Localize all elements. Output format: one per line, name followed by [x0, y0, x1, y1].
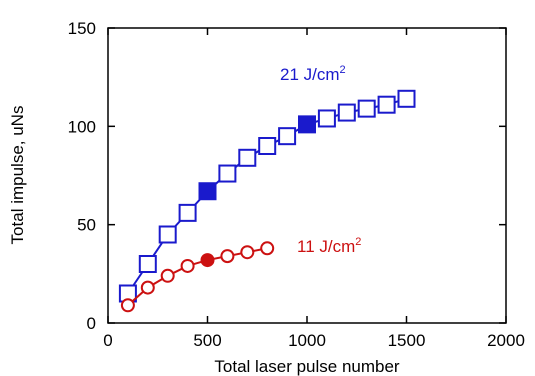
y-tick-label: 0 [87, 314, 96, 333]
series-label-11: 11 J/cm2 [297, 236, 361, 256]
series-layer [118, 89, 416, 313]
data-point [317, 109, 336, 128]
x-axis-title: Total laser pulse number [214, 357, 400, 376]
data-point [160, 268, 175, 283]
data-point [178, 203, 197, 222]
y-axis-title: Total impulse, uNs [8, 106, 27, 245]
data-point [158, 225, 177, 244]
data-point [397, 89, 416, 108]
data-point [278, 127, 297, 146]
x-tick-label: 2000 [487, 331, 525, 350]
y-tick-label: 50 [77, 216, 96, 235]
x-tick-label: 1500 [388, 331, 426, 350]
x-tick-label: 1000 [288, 331, 326, 350]
data-point [120, 298, 135, 313]
data-point [337, 103, 356, 122]
data-point [240, 245, 255, 260]
x-tick-label: 500 [193, 331, 221, 350]
data-point [218, 164, 237, 183]
data-point [180, 258, 195, 273]
data-point [140, 280, 155, 295]
series-label-21: 21 J/cm2 [280, 64, 346, 84]
series-label-11-sup: 2 [355, 236, 361, 248]
series-0 [118, 89, 416, 303]
series-line [127, 97, 407, 295]
data-point [198, 182, 217, 201]
data-point [200, 253, 215, 268]
series-1 [120, 241, 275, 313]
series-label-11-text: 11 J/cm [297, 237, 355, 256]
y-tick-label: 150 [68, 19, 96, 38]
y-tick-label: 100 [68, 117, 96, 136]
data-point [238, 148, 257, 167]
data-point [357, 99, 376, 118]
data-point [138, 255, 157, 273]
series-label-21-text: 21 J/cm [280, 65, 340, 84]
x-tick-label: 0 [103, 331, 112, 350]
data-point [258, 137, 277, 155]
data-point [260, 241, 275, 256]
data-point [377, 95, 396, 114]
series-label-21-sup: 2 [340, 64, 346, 76]
data-point [298, 115, 316, 134]
data-point [220, 249, 235, 264]
axis-ticks: 0 500 1000 1500 2000 0 50 100 150 [68, 19, 525, 350]
